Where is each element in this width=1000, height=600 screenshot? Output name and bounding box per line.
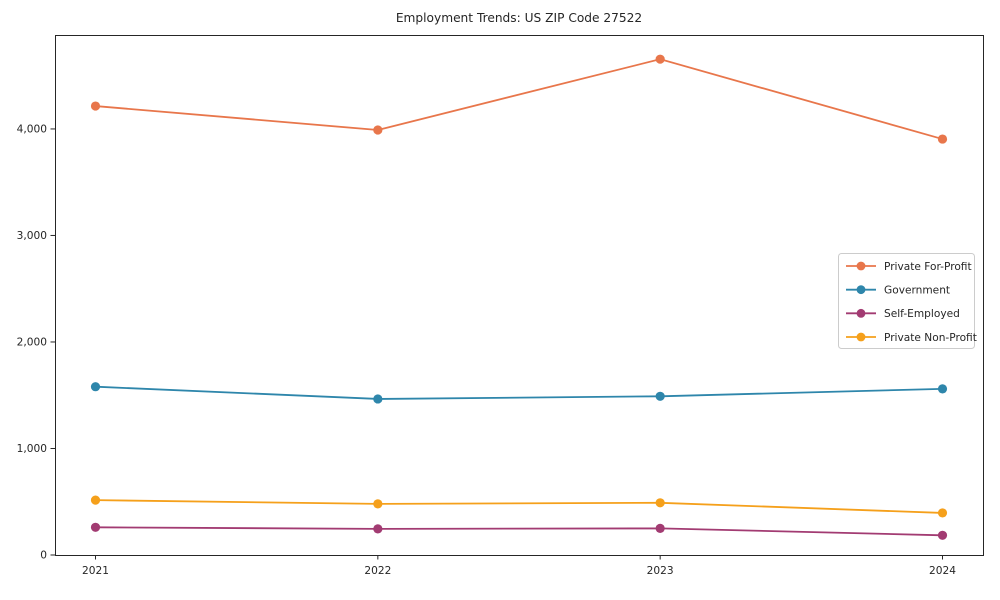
legend-marker bbox=[856, 261, 866, 271]
y-tick-label: 3,000 bbox=[17, 230, 48, 242]
series-self-employed bbox=[90, 522, 948, 540]
data-point-government-2021 bbox=[90, 382, 101, 392]
data-point-private-non-profit-2024 bbox=[937, 508, 948, 518]
data-point-private-non-profit-2021 bbox=[90, 495, 101, 505]
x-tick-label: 2022 bbox=[364, 565, 391, 577]
legend: Private For-Profit Government Self-Employe… bbox=[838, 253, 977, 349]
x-tick-label: 2021 bbox=[82, 565, 109, 577]
data-point-self-employed-2022 bbox=[373, 524, 383, 534]
y-tick-label: 1,000 bbox=[17, 443, 48, 455]
data-point-private-for-profit-2023 bbox=[655, 54, 665, 64]
series-line-private-non-profit bbox=[94, 499, 944, 514]
legend-marker bbox=[856, 332, 866, 342]
data-point-self-employed-2023 bbox=[655, 523, 665, 533]
data-point-private-for-profit-2021 bbox=[90, 101, 101, 111]
data-point-private-non-profit-2022 bbox=[373, 499, 383, 509]
legend-marker bbox=[856, 308, 866, 318]
legend-entry-private-non-profit: Private Non-Profit bbox=[846, 332, 977, 344]
series-government bbox=[90, 382, 948, 404]
y-tick-label: 2,000 bbox=[17, 337, 48, 349]
legend-box bbox=[838, 253, 975, 349]
legend-label: Self-Employed bbox=[884, 308, 960, 320]
legend-entry-private-for-profit: Private For-Profit bbox=[846, 261, 972, 273]
data-point-self-employed-2021 bbox=[90, 522, 101, 532]
data-point-private-for-profit-2022 bbox=[373, 125, 383, 135]
data-point-government-2024 bbox=[937, 384, 948, 394]
series-private-for-profit bbox=[90, 54, 948, 144]
series-line-private-for-profit bbox=[94, 58, 944, 140]
y-axis: 0 1,000 2,000 3,000 4,000 bbox=[17, 124, 55, 562]
legend-entry-government: Government bbox=[846, 284, 950, 296]
data-point-government-2022 bbox=[373, 394, 383, 404]
y-tick-label: 4,000 bbox=[17, 124, 48, 136]
legend-label: Government bbox=[884, 284, 950, 296]
x-tick-label: 2023 bbox=[647, 565, 674, 577]
data-point-private-non-profit-2023 bbox=[655, 498, 665, 508]
chart-title: Employment Trends: US ZIP Code 27522 bbox=[396, 11, 642, 25]
legend-marker bbox=[856, 285, 866, 295]
series-line-self-employed bbox=[94, 526, 944, 537]
series-private-non-profit bbox=[90, 495, 948, 518]
plot-frame bbox=[55, 35, 984, 556]
x-tick-label: 2024 bbox=[929, 565, 956, 577]
y-tick-label: 0 bbox=[40, 550, 47, 562]
legend-entry-self-employed: Self-Employed bbox=[846, 308, 960, 320]
data-point-government-2023 bbox=[655, 391, 665, 401]
data-point-private-for-profit-2024 bbox=[937, 134, 948, 144]
legend-label: Private Non-Profit bbox=[884, 332, 977, 344]
legend-label: Private For-Profit bbox=[884, 261, 972, 273]
x-axis: 2021 2022 2023 2024 bbox=[82, 555, 956, 577]
series-line-government bbox=[94, 385, 944, 400]
data-point-self-employed-2024 bbox=[937, 530, 948, 540]
